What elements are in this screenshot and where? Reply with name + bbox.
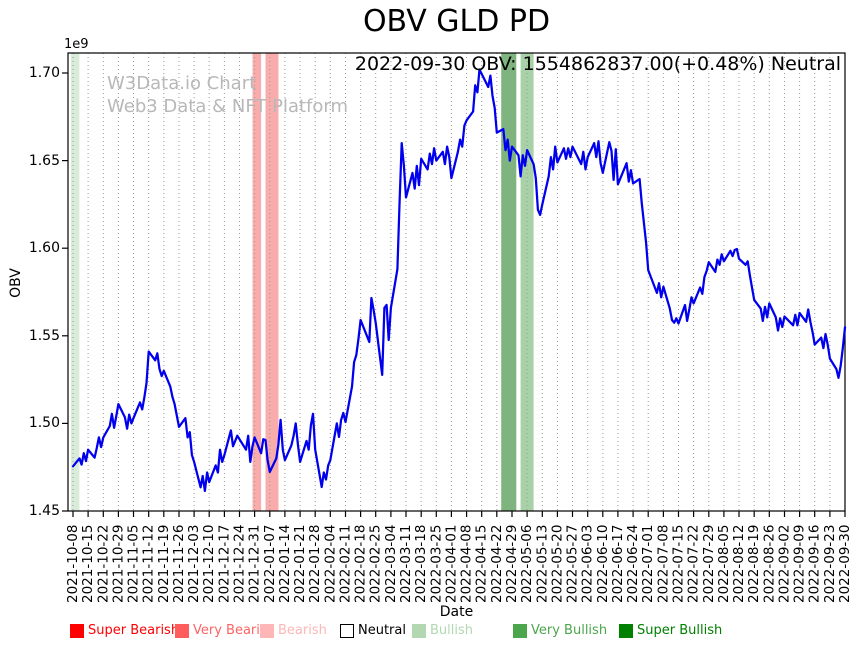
sentiment-band-super-bullish: [501, 53, 517, 511]
x-tick-label: 2022-05-27: [564, 524, 581, 603]
legend-item-very-bullish: Very Bullish: [513, 622, 607, 639]
legend-swatch-bearish: [260, 623, 274, 638]
legend-swatch-neutral: [340, 623, 354, 638]
x-tick-label: 2021-10-29: [110, 524, 127, 603]
x-tick-label: 2022-08-19: [746, 524, 763, 603]
legend-item-super-bearish: Super Bearish: [70, 622, 179, 639]
x-tick-label: 2022-07-29: [700, 524, 717, 603]
x-tick-label: 2022-03-04: [382, 524, 399, 603]
x-tick-label: 2022-09-30: [837, 524, 853, 603]
chart-title: OBV GLD PD: [362, 4, 551, 39]
x-tick-label: 2022-06-03: [579, 524, 596, 603]
x-tick-label: 2021-12-03: [186, 524, 203, 603]
legend-label: Neutral: [358, 623, 406, 638]
x-tick-label: 2021-11-19: [155, 524, 172, 603]
x-tick-label: 2022-06-10: [594, 524, 611, 603]
y-tick-label: 1.50: [28, 415, 60, 432]
x-tick-label: 2022-04-29: [504, 524, 520, 603]
x-tick-label: 2021-10-15: [80, 524, 97, 603]
x-tick-label: 2021-12-10: [201, 524, 218, 603]
legend-label: Very Bearish: [193, 623, 275, 638]
x-tick-label: 2022-05-13: [534, 524, 551, 603]
x-tick-label: 2022-09-16: [806, 524, 823, 603]
x-tick-label: 2022-09-09: [791, 524, 808, 603]
x-tick-label: 2022-09-23: [821, 524, 838, 603]
legend-swatch-very-bullish: [513, 623, 527, 638]
legend-item-neutral: Neutral: [340, 622, 406, 639]
x-tick-label: 2022-02-04: [322, 524, 339, 603]
x-tick-label: 2021-11-26: [171, 524, 187, 603]
y-axis-offset-label: 1e9: [64, 37, 89, 52]
y-tick-label: 1.65: [28, 152, 60, 169]
sentiment-band-bullish: [70, 53, 80, 511]
x-tick-label: 2022-07-08: [655, 524, 672, 603]
legend-swatch-super-bullish: [619, 623, 633, 638]
x-tick-label: 2022-09-02: [776, 524, 793, 603]
legend-label: Bearish: [278, 623, 327, 638]
legend-item-bearish: Bearish: [260, 622, 327, 639]
x-tick-label: 2022-02-18: [352, 524, 369, 603]
x-tick-label: 2022-08-26: [761, 524, 778, 603]
legend-label: Super Bullish: [637, 623, 723, 638]
x-tick-label: 2022-04-08: [458, 524, 475, 603]
x-tick-label: 2022-08-12: [731, 524, 747, 603]
x-tick-label: 2022-03-25: [428, 524, 445, 603]
watermark-line-2: Web3 Data & NFT Platform: [107, 96, 349, 117]
x-tick-label: 2021-11-05: [125, 524, 142, 603]
x-tick-label: 2022-07-01: [640, 524, 657, 603]
x-tick-label: 2021-11-12: [140, 524, 157, 603]
x-tick-label: 2022-04-22: [488, 524, 505, 603]
watermark: W3Data.io Chart Web3 Data & NFT Platform: [107, 72, 348, 118]
x-tick-label: 2021-10-08: [65, 524, 81, 603]
x-tick-label: 2022-01-28: [307, 524, 324, 603]
sentiment-band-very-bearish: [252, 53, 262, 511]
x-tick-label: 2022-02-25: [367, 524, 384, 603]
legend-label: Super Bearish: [88, 623, 180, 638]
legend-swatch-very-bearish: [175, 623, 189, 638]
x-tick-label: 2022-06-24: [625, 524, 642, 603]
x-tick-label: 2021-12-31: [246, 524, 263, 603]
x-tick-label: 2021-10-22: [95, 524, 112, 603]
y-tick-label: 1.60: [28, 240, 60, 257]
x-axis-label: Date: [439, 604, 474, 620]
x-tick-label: 2022-01-14: [276, 524, 293, 603]
y-tick-label: 1.70: [28, 65, 60, 81]
sentiment-band-very-bearish: [265, 53, 279, 511]
x-tick-label: 2022-01-21: [292, 524, 309, 603]
legend-swatch-bullish: [412, 623, 426, 638]
x-tick-label: 2022-06-17: [609, 524, 626, 603]
legend-item-very-bearish: Very Bearish: [175, 622, 275, 639]
x-tick-label: 2022-02-11: [337, 524, 354, 603]
x-tick-label: 2022-01-07: [261, 524, 278, 603]
y-tick-label: 1.45: [28, 503, 60, 519]
x-tick-label: 2022-04-01: [443, 524, 460, 603]
axes-spines: [67, 52, 846, 512]
x-tick-label: 2022-03-18: [413, 524, 430, 603]
legend-label: Very Bullish: [531, 623, 608, 638]
legend-item-bullish: Bullish: [412, 622, 473, 639]
obv-line: [71, 68, 847, 493]
watermark-line-1: W3Data.io Chart: [107, 73, 257, 94]
x-tick-label: 2022-08-05: [715, 524, 732, 603]
x-tick-label: 2022-05-06: [519, 524, 536, 603]
legend-item-super-bullish: Super Bullish: [619, 622, 722, 639]
y-tick-label: 1.55: [28, 327, 60, 344]
legend-label: Bullish: [430, 623, 474, 638]
x-tick-label: 2022-07-22: [685, 524, 702, 603]
x-tick-label: 2022-04-15: [473, 524, 490, 603]
x-tick-label: 2022-07-15: [670, 524, 687, 603]
obv-annotation: 2022-09-30 OBV: 1554862837.00(+0.48%) Ne…: [354, 53, 841, 75]
legend-swatch-super-bearish: [70, 623, 84, 638]
x-tick-label: 2021-12-24: [231, 524, 248, 603]
x-tick-label: 2022-05-20: [549, 524, 566, 603]
y-axis-label: OBV: [8, 268, 24, 298]
x-tick-label: 2022-03-11: [398, 524, 414, 603]
x-tick-label: 2021-12-17: [216, 524, 233, 603]
